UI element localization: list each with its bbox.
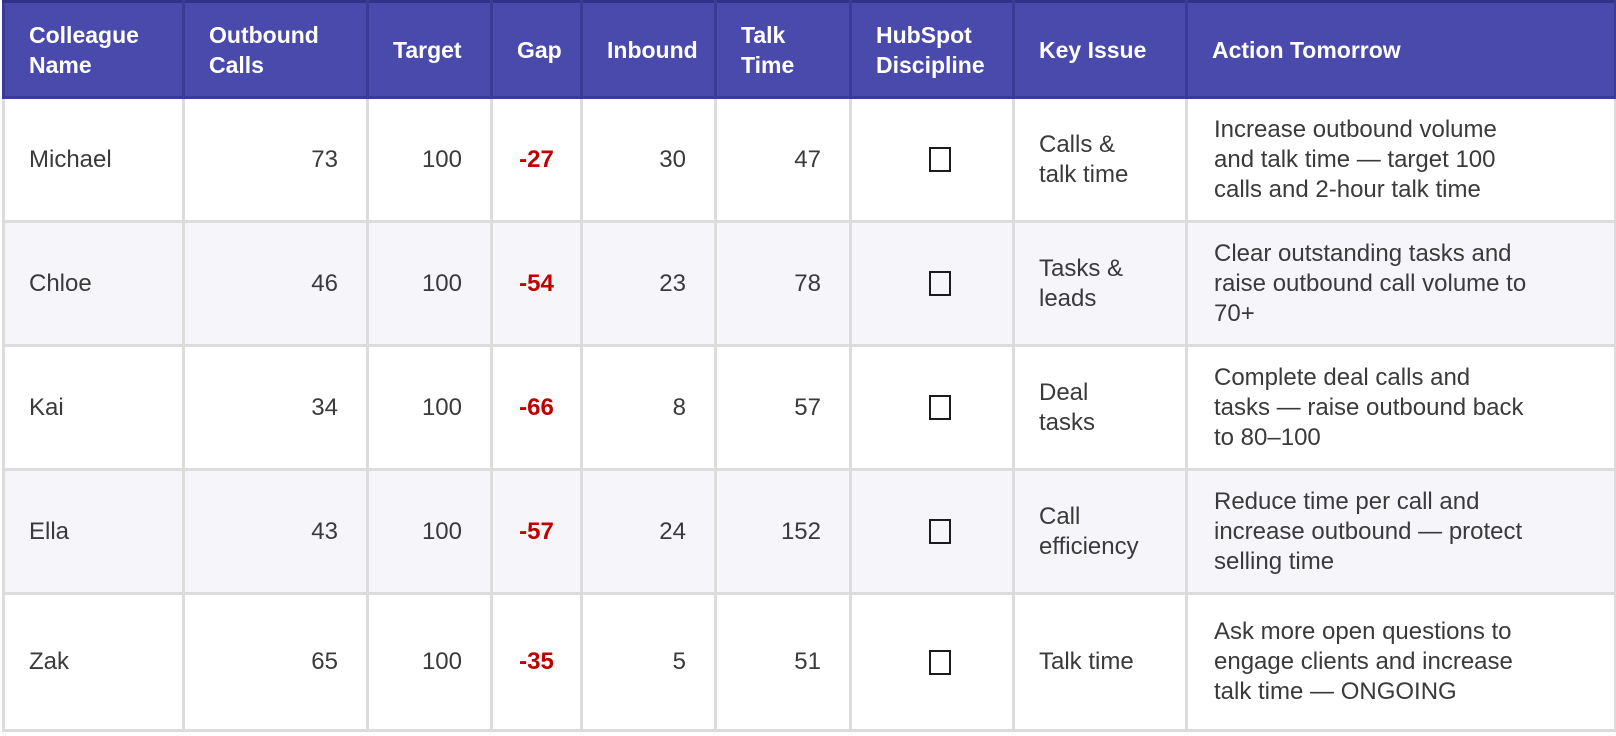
gap-cell: -54: [490, 220, 583, 347]
outbound-calls-cell: 34: [182, 344, 369, 471]
table-row-chloe: Chloe 46 100 -54 23 78 Tasks & leads Cle…: [2, 220, 1616, 347]
colleague-name-cell: Michael: [2, 96, 185, 223]
gap-cell: -35: [490, 592, 583, 732]
column-header-colleague-name: Colleague Name: [2, 0, 185, 99]
talk-time-cell: 152: [714, 468, 852, 595]
gap-cell: -27: [490, 96, 583, 223]
inbound-cell: 24: [580, 468, 717, 595]
hubspot-discipline-cell: [849, 468, 1015, 595]
inbound-cell: 8: [580, 344, 717, 471]
outbound-calls-cell: 46: [182, 220, 369, 347]
outbound-calls-cell: 65: [182, 592, 369, 732]
target-cell: 100: [366, 220, 493, 347]
column-header-target: Target: [366, 0, 493, 99]
table-row-zak: Zak 65 100 -35 5 51 Talk time Ask more o…: [2, 592, 1616, 732]
inbound-cell: 30: [580, 96, 717, 223]
hubspot-checkbox[interactable]: [929, 649, 951, 675]
key-issue-cell: Call efficiency: [1012, 468, 1188, 595]
colleague-name-cell: Kai: [2, 344, 185, 471]
hubspot-discipline-cell: [849, 96, 1015, 223]
table-row-ella: Ella 43 100 -57 24 152 Call efficiency R…: [2, 468, 1616, 595]
column-header-key-issue: Key Issue: [1012, 0, 1188, 99]
key-issue-cell: Deal tasks: [1012, 344, 1188, 471]
outbound-calls-cell: 43: [182, 468, 369, 595]
action-tomorrow-cell: Reduce time per call and increase outbou…: [1185, 468, 1616, 595]
target-cell: 100: [366, 96, 493, 223]
outbound-calls-cell: 73: [182, 96, 369, 223]
key-issue-cell: Tasks & leads: [1012, 220, 1188, 347]
talk-time-cell: 47: [714, 96, 852, 223]
table-row-michael: Michael 73 100 -27 30 47 Calls & talk ti…: [2, 96, 1616, 223]
key-issue-cell: Talk time: [1012, 592, 1188, 732]
inbound-cell: 5: [580, 592, 717, 732]
column-header-hubspot-discipline: HubSpot Discipline: [849, 0, 1015, 99]
target-cell: 100: [366, 468, 493, 595]
column-header-outbound-calls: Outbound Calls: [182, 0, 369, 99]
hubspot-checkbox[interactable]: [929, 147, 951, 172]
gap-cell: -66: [490, 344, 583, 471]
action-tomorrow-cell: Increase outbound volume and talk time —…: [1185, 96, 1616, 223]
hubspot-checkbox[interactable]: [929, 395, 951, 420]
column-header-action-tomorrow: Action Tomorrow: [1185, 0, 1616, 99]
hubspot-discipline-cell: [849, 220, 1015, 347]
hubspot-checkbox[interactable]: [929, 271, 951, 296]
target-cell: 100: [366, 592, 493, 732]
key-issue-cell: Calls & talk time: [1012, 96, 1188, 223]
hubspot-discipline-cell: [849, 592, 1015, 732]
hubspot-checkbox[interactable]: [929, 519, 951, 544]
talk-time-cell: 78: [714, 220, 852, 347]
column-header-inbound: Inbound: [580, 0, 717, 99]
colleague-name-cell: Zak: [2, 592, 185, 732]
table-row-kai: Kai 34 100 -66 8 57 Deal tasks Complete …: [2, 344, 1616, 471]
column-header-talk-time: Talk Time: [714, 0, 852, 99]
talk-time-cell: 51: [714, 592, 852, 732]
action-tomorrow-cell: Ask more open questions to engage client…: [1185, 592, 1616, 732]
colleague-name-cell: Chloe: [2, 220, 185, 347]
colleague-name-cell: Ella: [2, 468, 185, 595]
target-cell: 100: [366, 344, 493, 471]
action-tomorrow-cell: Complete deal calls and tasks — raise ou…: [1185, 344, 1616, 471]
column-header-gap: Gap: [490, 0, 583, 99]
header-row: Colleague Name Outbound Calls Target Gap…: [2, 0, 1616, 99]
hubspot-discipline-cell: [849, 344, 1015, 471]
talk-time-cell: 57: [714, 344, 852, 471]
gap-cell: -57: [490, 468, 583, 595]
action-tomorrow-cell: Clear outstanding tasks and raise outbou…: [1185, 220, 1616, 347]
inbound-cell: 23: [580, 220, 717, 347]
